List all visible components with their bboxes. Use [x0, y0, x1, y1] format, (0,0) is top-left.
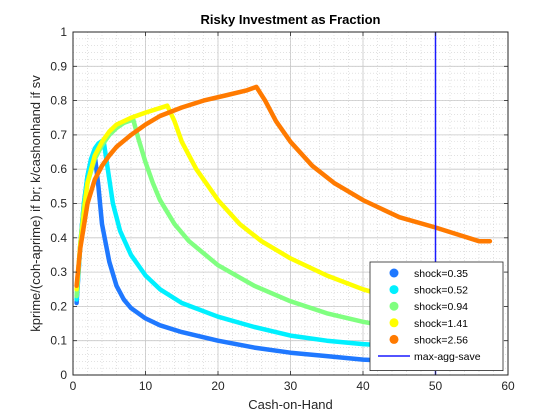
- legend-box: [369, 261, 504, 371]
- y-tick-label: 1: [60, 25, 67, 39]
- y-tick-label: 0.1: [50, 334, 67, 348]
- y-tick-label: 0.2: [50, 299, 67, 313]
- y-tick-label: 0: [60, 368, 67, 382]
- legend: shock=0.35 shock=0.52 shock=0.94 shock=1.41…: [369, 261, 504, 371]
- x-tick-label: 20: [211, 379, 225, 393]
- legend-marker-4: [389, 334, 399, 344]
- x-tick-label: 40: [356, 379, 370, 393]
- y-tick-label: 0.3: [50, 265, 67, 279]
- y-tick-label: 0.6: [50, 162, 67, 176]
- x-tick-label: 60: [501, 379, 515, 393]
- x-tick-label: 10: [139, 379, 153, 393]
- legend-label-2: shock=0.94: [414, 301, 468, 313]
- x-tick-label: 30: [284, 379, 298, 393]
- y-tick-label: 0.9: [50, 59, 67, 73]
- chart-title: Risky Investment as Fraction: [201, 12, 381, 27]
- plot-area: 0 10 20 30 40 50 60 0 0.1 0.2 0.3 0.4 0.5 0.6 0.7 0.8 0.…: [50, 25, 515, 393]
- y-tick-label: 0.4: [50, 231, 67, 245]
- x-tick-label: 0: [70, 379, 77, 393]
- legend-marker-1: [389, 285, 399, 295]
- x-tick-label: 50: [429, 379, 443, 393]
- legend-label-0: shock=0.35: [414, 268, 468, 280]
- legend-label-3: shock=1.41: [414, 318, 468, 330]
- legend-marker-3: [389, 318, 399, 328]
- y-tick-label: 0.5: [50, 197, 67, 211]
- series-line-4: [74, 84, 493, 289]
- legend-label-4: shock=2.56: [414, 334, 468, 346]
- legend-marker-2: [389, 301, 399, 311]
- y-tick-label: 0.7: [50, 128, 67, 142]
- y-tick-label: 0.8: [50, 94, 67, 108]
- x-axis-title: Cash-on-Hand: [248, 397, 333, 412]
- ticks: 0 10 20 30 40 50 60 0 0.1 0.2 0.3 0.4 0.5 0.6 0.7 0.8 0.…: [50, 25, 515, 393]
- series-layer: [74, 32, 493, 375]
- legend-label-5: max-agg-save: [414, 351, 481, 363]
- legend-label-1: shock=0.52: [414, 285, 468, 297]
- y-axis-title: kprime/(coh-aprime) if br; k/cashonhand …: [28, 75, 43, 332]
- legend-marker-0: [389, 268, 399, 278]
